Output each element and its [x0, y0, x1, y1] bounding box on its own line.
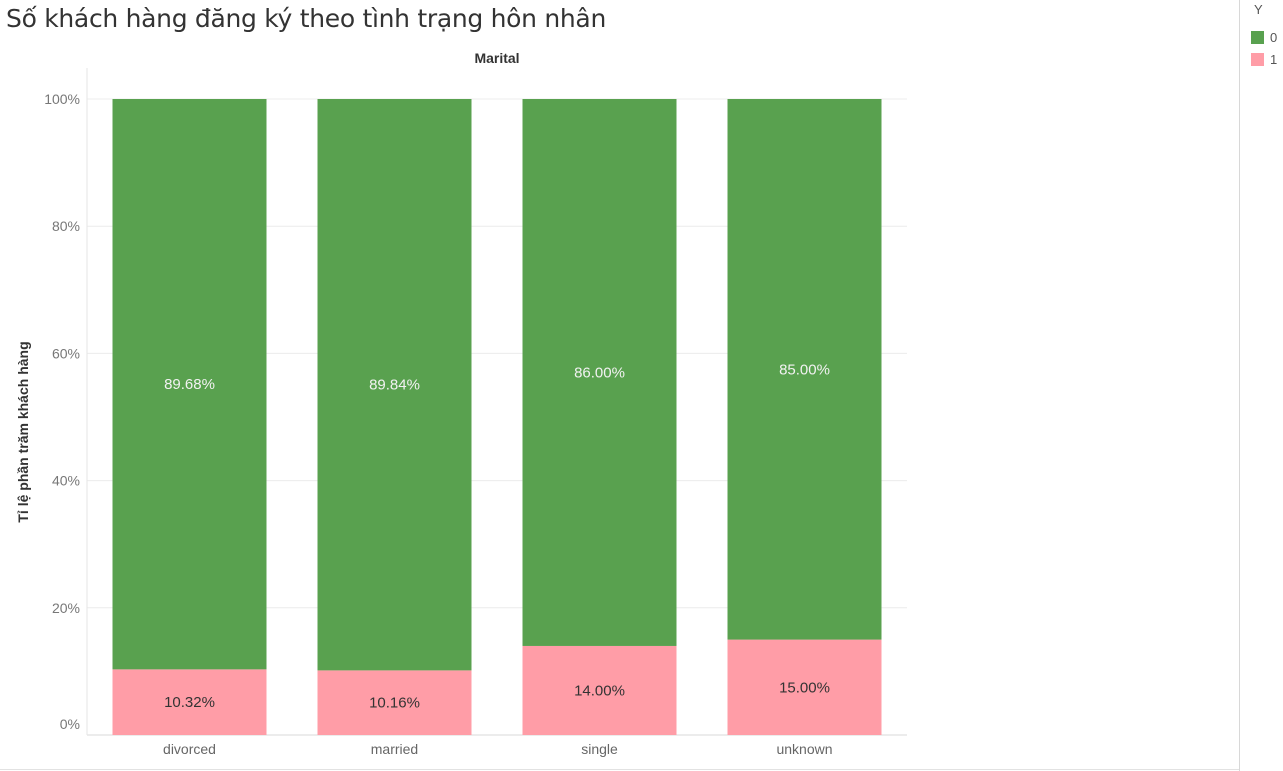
- legend-title: Y: [1254, 2, 1263, 17]
- legend-label-1: 1: [1270, 51, 1278, 67]
- x-tick-label-single: single: [581, 741, 618, 757]
- legend-swatch-1: [1251, 52, 1264, 66]
- y-tick-label-5: 100%: [44, 91, 80, 107]
- x-axis-title: Marital: [474, 50, 519, 66]
- data-label-married-y0: 89.84%: [369, 377, 420, 394]
- data-label-divorced-y0: 89.68%: [164, 376, 215, 393]
- bar-divorced-y1: [112, 669, 267, 735]
- bar-married-y0: [317, 99, 472, 671]
- data-label-unknown-y1: 15.00%: [779, 679, 830, 696]
- legend-item-0[interactable]: 0: [1251, 29, 1277, 45]
- stacked-bar-chart: 0% 20% 40% 60% 80% 100% Marital Tỉ lệ phần trăm…: [15, 50, 907, 757]
- data-label-divorced-y1: 10.32%: [164, 694, 215, 711]
- x-tick-label-unknown: unknown: [776, 741, 832, 757]
- data-label-single-y0: 86.00%: [574, 364, 625, 381]
- data-label-unknown-y0: 85.00%: [779, 361, 830, 378]
- bar-married-y1: [317, 670, 472, 735]
- bar-unknown-y1: [727, 639, 882, 735]
- legend-label-0: 0: [1270, 29, 1278, 45]
- legend: Y 0 1: [1239, 0, 1283, 771]
- bar-unknown-y0: [727, 99, 882, 640]
- y-axis-title: Tỉ lệ phần trăm khách hàng: [15, 341, 31, 522]
- y-tick-label-4: 80%: [52, 218, 80, 234]
- data-label-married-y1: 10.16%: [369, 695, 420, 712]
- x-tick-label-married: married: [371, 741, 418, 757]
- bottom-rule: [0, 769, 1239, 770]
- legend-item-1[interactable]: 1: [1251, 51, 1277, 67]
- bar-single-y0: [522, 99, 677, 646]
- chart-title: Số khách hàng đăng ký theo tình trạng hô…: [6, 4, 606, 33]
- y-tick-label-2: 40%: [52, 473, 80, 489]
- x-tick-label-divorced: divorced: [163, 741, 216, 757]
- y-tick-label-0: 0%: [60, 716, 80, 732]
- data-label-single-y1: 14.00%: [574, 682, 625, 699]
- bar-single-y1: [522, 645, 677, 735]
- y-tick-label-3: 60%: [52, 345, 80, 361]
- legend-swatch-0: [1251, 30, 1264, 44]
- y-tick-label-1: 20%: [52, 600, 80, 616]
- bar-divorced-y0: [112, 99, 267, 670]
